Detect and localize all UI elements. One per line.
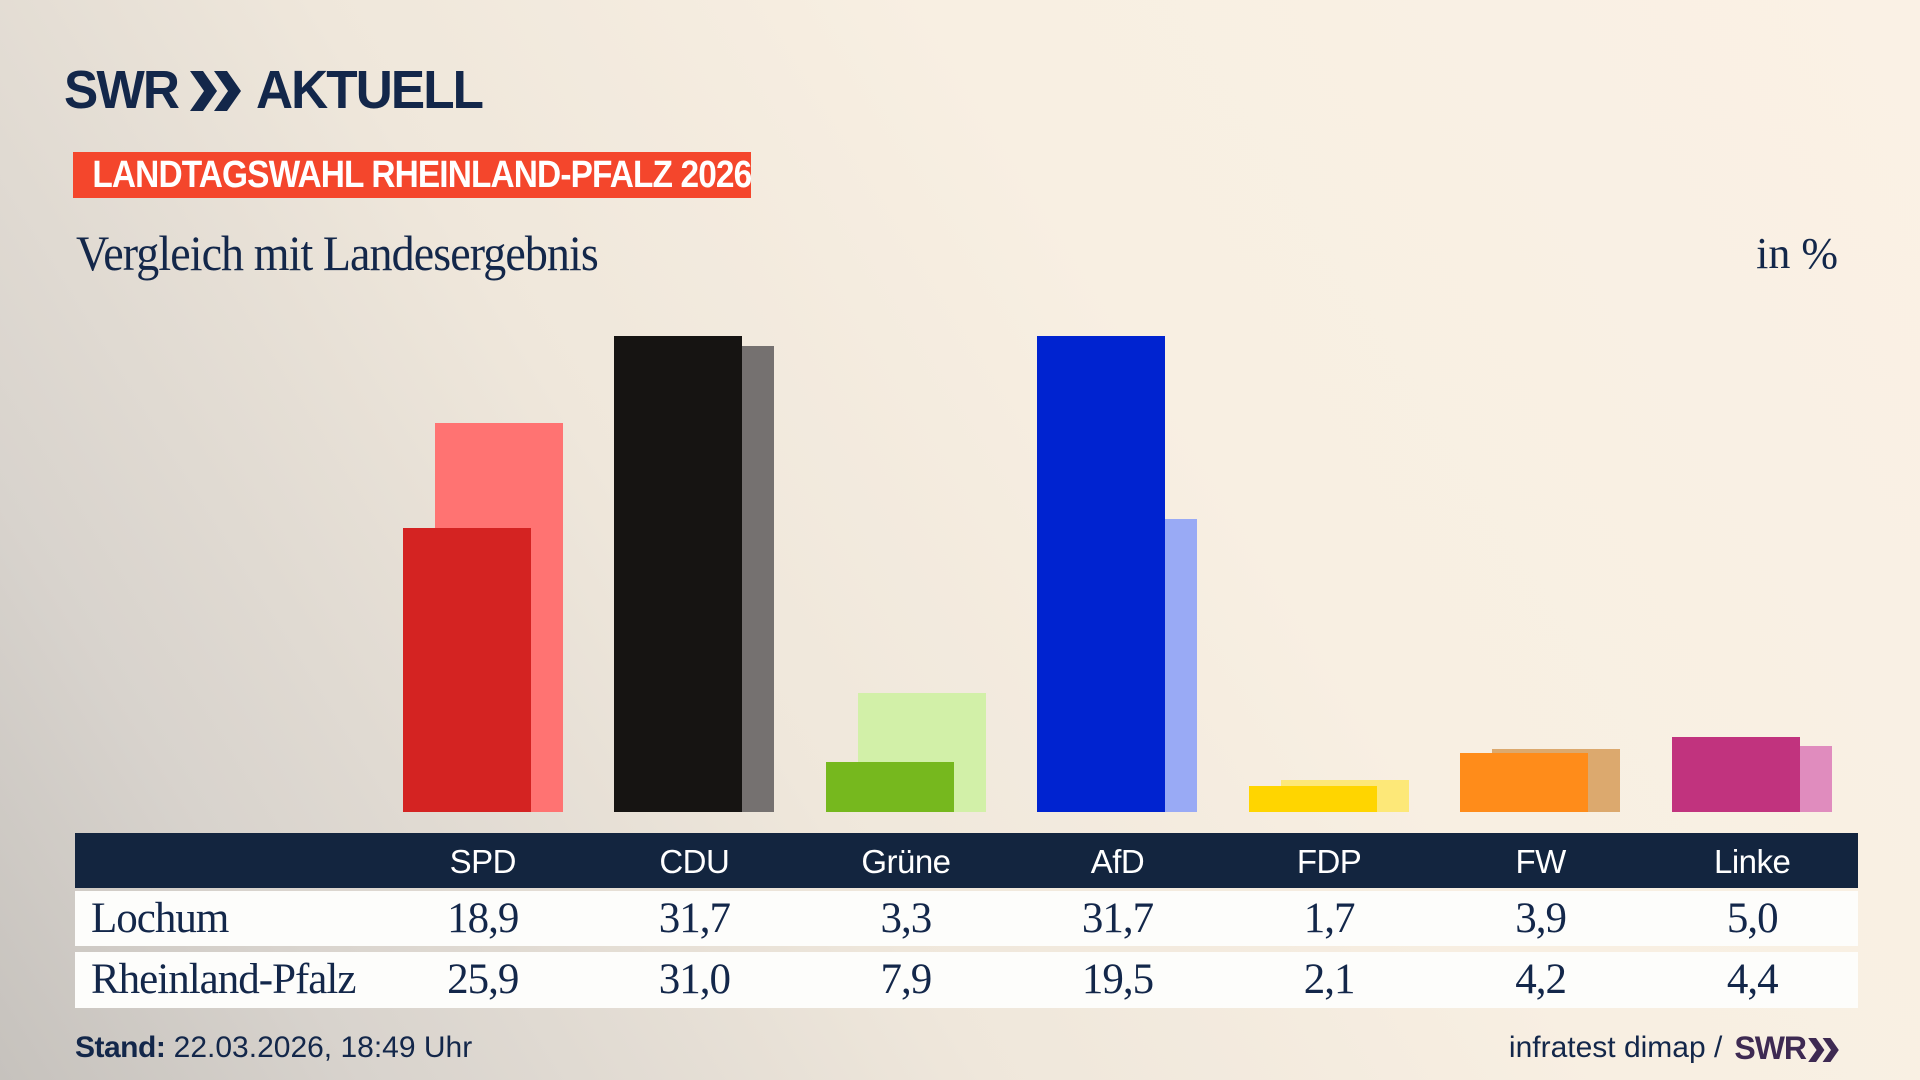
row-label: Rheinland-Pfalz	[91, 956, 356, 1003]
row-label: Lochum	[91, 895, 229, 942]
bar-linke-lochum	[1671, 737, 1800, 812]
timestamp: Stand: 22.03.2026, 18:49 Uhr	[75, 1028, 472, 1068]
value-cell: 31,7	[1081, 895, 1154, 942]
value-cell: 3,3	[880, 895, 933, 942]
value-cell: 25,9	[447, 956, 519, 1003]
bar-afd-lochum	[1037, 336, 1166, 812]
value-cell: 19,5	[1081, 956, 1154, 1003]
stand-label: Stand:	[75, 1031, 166, 1064]
stand-value: 22.03.2026, 18:49 Uhr	[165, 1031, 473, 1064]
value-cell: 18,9	[447, 895, 519, 942]
election-badge: LANDTAGSWAHL RHEINLAND-PFALZ 2026	[73, 152, 751, 198]
value-cell: 3,9	[1515, 895, 1567, 942]
value-cell: 31,7	[658, 895, 731, 942]
source-credit: infratest dimap / SWR	[1509, 1028, 1842, 1068]
election-badge-label: LANDTAGSWAHL RHEINLAND-PFALZ 2026	[92, 154, 751, 196]
swr-aktuell-logo: SWR AKTUELL	[64, 60, 494, 120]
value-cell: 2,1	[1303, 956, 1356, 1003]
column-header-fdp: FDP	[1296, 843, 1362, 880]
value-cell: 7,9	[880, 956, 933, 1003]
value-cell: 4,2	[1515, 956, 1567, 1003]
value-cell: 1,7	[1303, 895, 1356, 942]
column-header-spd: SPD	[449, 843, 517, 880]
table-row-lochum: Lochum 18,9 31,7 3,3 31,7 1,7 3,9 5,0	[75, 891, 1858, 946]
value-cell: 4,4	[1726, 956, 1779, 1003]
column-header-cdu: CDU	[659, 843, 730, 880]
swr-logo-text: SWR	[64, 60, 180, 120]
column-header-fw: FW	[1515, 843, 1566, 880]
table-row-rheinland-pfalz: Rheinland-Pfalz 25,9 31,0 7,9 19,5 2,1 4…	[75, 952, 1858, 1008]
value-cell: 31,0	[658, 956, 731, 1003]
bar-spd-lochum	[402, 528, 531, 812]
aktuell-logo-text: AKTUELL	[255, 60, 484, 120]
bar-fdp-lochum	[1248, 786, 1377, 812]
source-text: infratest dimap /	[1508, 1031, 1723, 1064]
table-header-row: SPD CDU Grüne AfD FDP FW Linke	[75, 833, 1858, 888]
column-header-gruene: Grüne	[861, 843, 951, 880]
bar-fw-lochum	[1460, 753, 1589, 812]
swr-source-chevron-icon	[1808, 1038, 1839, 1062]
column-header-afd: AfD	[1090, 843, 1145, 880]
title-row: Vergleich mit Landesergebnis in %	[76, 224, 1838, 286]
value-cell: 5,0	[1726, 895, 1779, 942]
unit-label: in %	[1756, 229, 1838, 278]
swr-source-brand: SWR	[1734, 1030, 1807, 1066]
bar-cdu-lochum	[614, 336, 743, 812]
results-table: SPD CDU Grüne AfD FDP FW Linke Lochum 18…	[75, 833, 1858, 1008]
swr-double-chevron-icon	[189, 71, 241, 111]
chart-title: Vergleich mit Landesergebnis	[76, 225, 599, 281]
column-header-linke: Linke	[1714, 843, 1791, 880]
footer: Stand: 22.03.2026, 18:49 Uhr infratest d…	[75, 1028, 1842, 1068]
table-corner-cell	[75, 833, 377, 890]
bar-grüne-lochum	[825, 762, 954, 812]
